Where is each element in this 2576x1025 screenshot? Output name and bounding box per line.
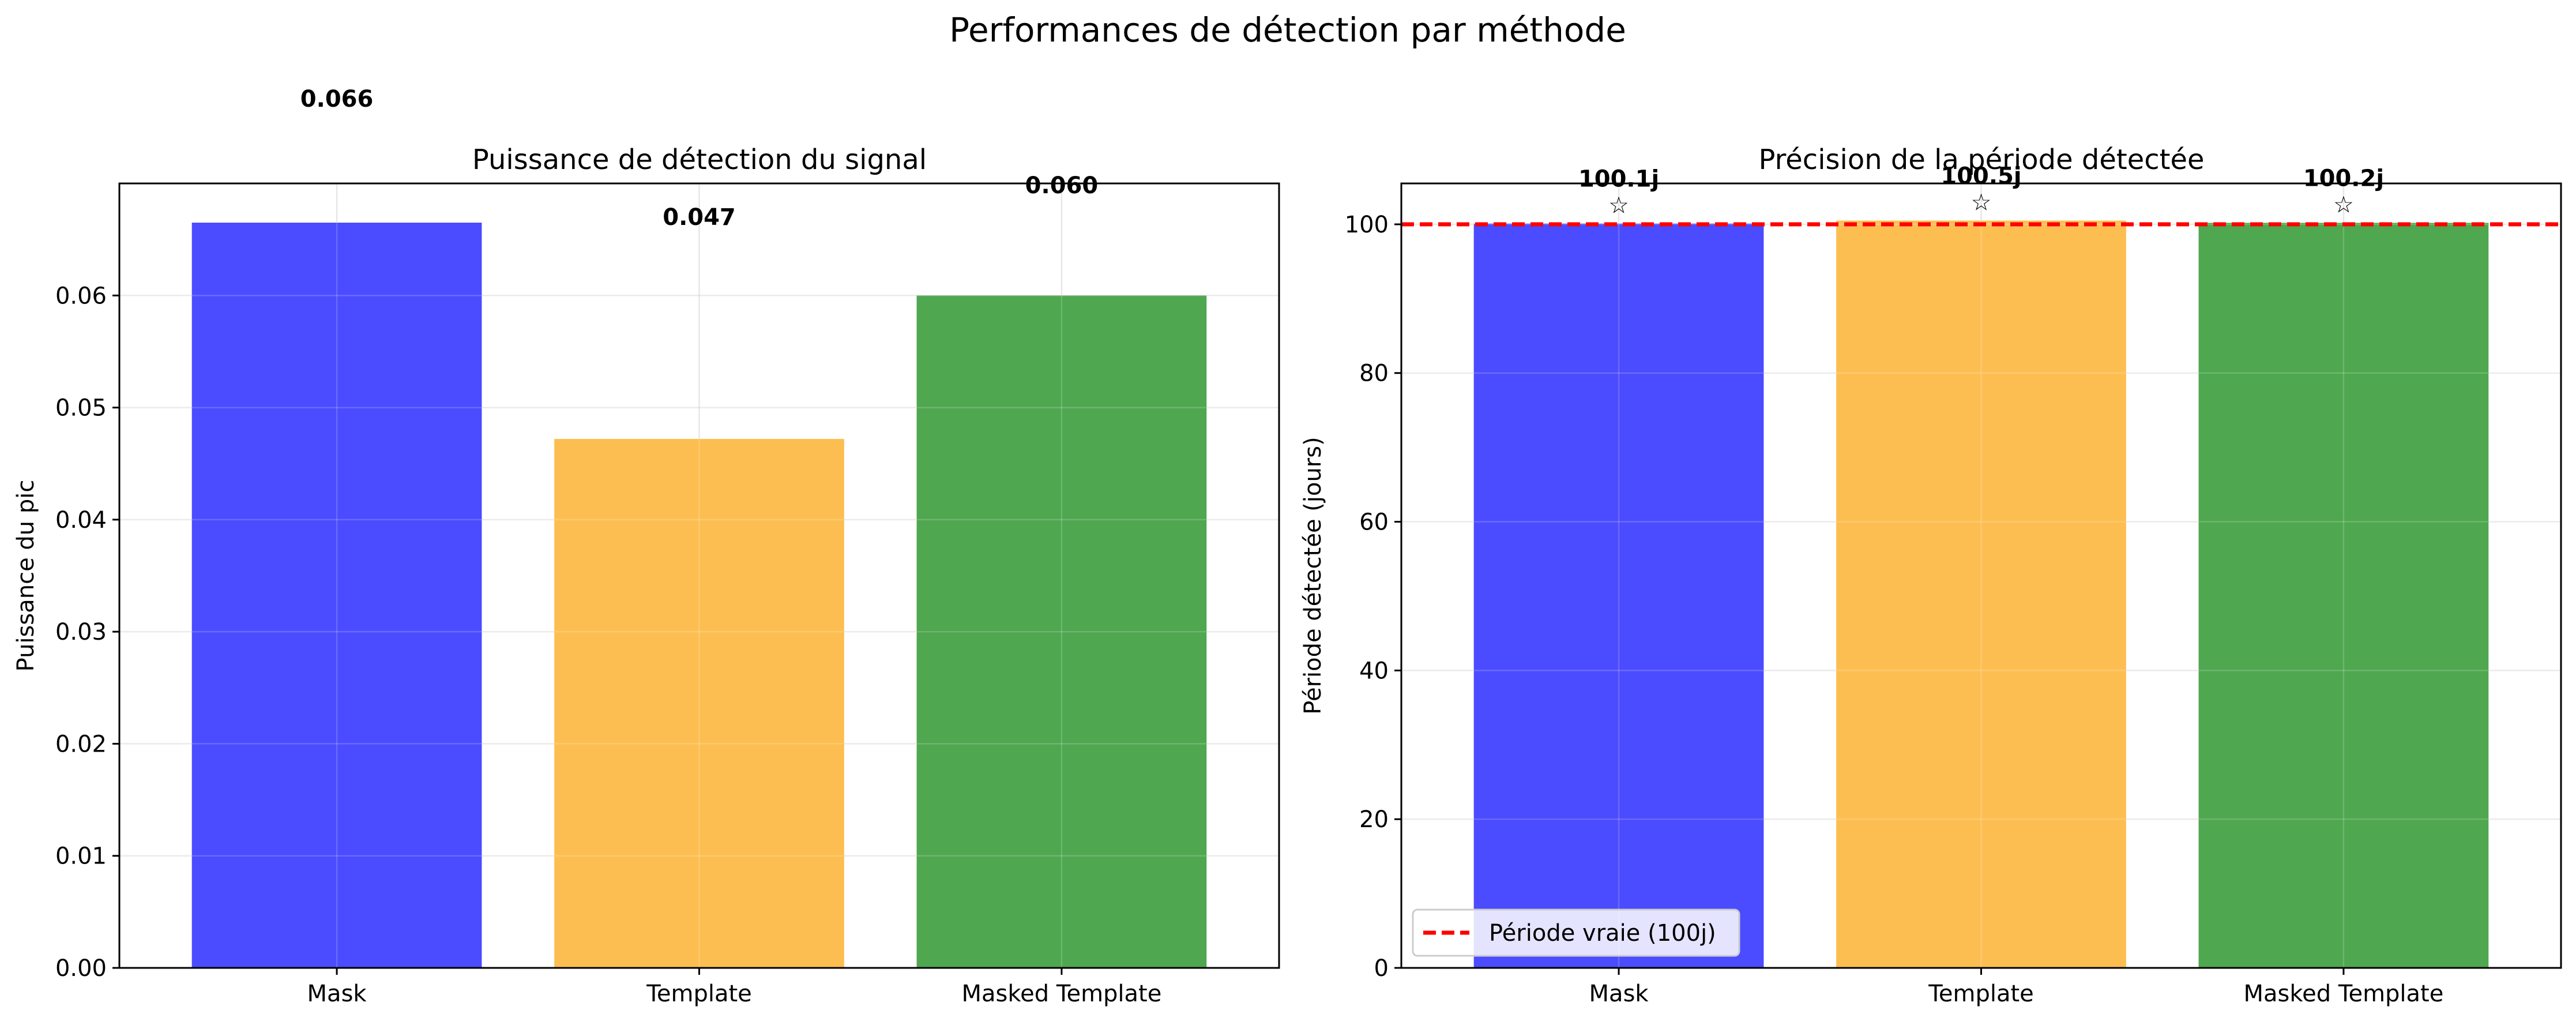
star-marker: ☆ <box>1608 193 1629 219</box>
y-tick-label: 0.02 <box>55 731 107 757</box>
bar-value-label: 100.5j <box>1941 163 2021 189</box>
figure-suptitle: Performances de détection par méthode <box>949 10 1626 50</box>
legend-box <box>1412 908 1740 957</box>
bar-masked-template <box>916 295 1207 968</box>
x-tick-label: Mask <box>307 981 367 1007</box>
y-tick-label: 100 <box>1345 212 1389 238</box>
x-tick-label: Masked Template <box>962 981 1162 1007</box>
y-tick-label: 0.00 <box>55 955 107 982</box>
y-tick-label: 40 <box>1359 658 1389 684</box>
bar-mask <box>191 223 482 968</box>
y-tick-label: 0.05 <box>55 395 107 422</box>
x-tick-label: Template <box>1928 981 2034 1007</box>
star-marker: ☆ <box>2333 192 2354 218</box>
bars <box>1473 220 2489 968</box>
chart-title: Précision de la période détectée <box>1758 144 2204 176</box>
bar-value-label: 0.066 <box>300 86 374 112</box>
y-tick-label: 80 <box>1359 361 1389 387</box>
y-tick-label: 0.06 <box>55 283 107 309</box>
x-tick-label: Masked Template <box>2244 981 2444 1007</box>
y-axis-label: Puissance du pic <box>13 480 39 672</box>
bars <box>191 223 1207 968</box>
y-tick-label: 60 <box>1359 509 1389 536</box>
chart-detection-power: Puissance de détection du signal Puissan… <box>13 86 1280 1007</box>
bar-value-label: 100.2j <box>2303 165 2384 192</box>
bar-template <box>554 438 844 968</box>
y-tick-label: 0.01 <box>55 843 107 870</box>
bar-masked-template <box>2198 223 2489 968</box>
y-tick-label: 0 <box>1374 955 1389 982</box>
y-tick-label: 0.04 <box>55 507 107 534</box>
star-marker: ☆ <box>1971 189 1992 216</box>
x-tick-label: Template <box>646 981 752 1007</box>
x-tick-label: Mask <box>1589 981 1649 1007</box>
bar-value-label: 0.047 <box>663 204 736 231</box>
chart-title: Puissance de détection du signal <box>472 144 927 176</box>
legend-label: Période vraie (100j) <box>1489 920 1716 947</box>
y-tick-label: 20 <box>1359 806 1389 833</box>
chart-period-precision: Précision de la période détectée Période… <box>1300 144 2562 1007</box>
legend: Période vraie (100j) <box>1412 908 1740 957</box>
bar-template <box>1836 220 2126 968</box>
y-axis-label: Période détectée (jours) <box>1300 437 1326 714</box>
y-tick-label: 0.03 <box>55 619 107 645</box>
bar-value-label: 0.060 <box>1025 172 1099 199</box>
bar-mask <box>1473 223 1764 968</box>
bar-value-label: 100.1j <box>1578 166 1659 193</box>
